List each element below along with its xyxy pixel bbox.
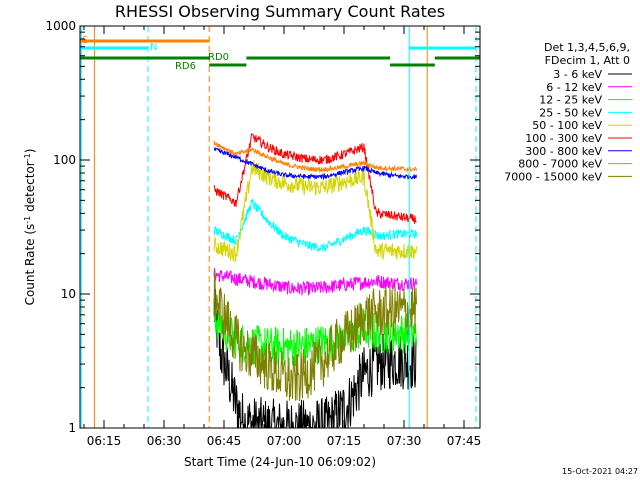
flag-label-s: S — [82, 35, 88, 46]
legend-entry-label: 12 - 25 keV — [539, 94, 602, 107]
x-tick-label: 06:30 — [147, 434, 182, 448]
legend-entry-label: 100 - 300 keV — [525, 132, 602, 145]
legend-entry-label: 3 - 6 keV — [553, 68, 602, 81]
legend-entry-label: 25 - 50 keV — [539, 106, 602, 119]
y-axis-label-mid: detector — [23, 161, 37, 216]
x-tick-label: 07:00 — [267, 434, 302, 448]
vertical-lines-layer — [80, 26, 477, 428]
y-axis-label-sup2: -1 — [23, 153, 32, 161]
series-line-6-to-12kev — [213, 268, 417, 296]
y-tick-label: 1 — [68, 421, 76, 435]
y-tick-label: 100 — [53, 153, 76, 167]
legend-entry-label: 50 - 100 keV — [532, 119, 602, 132]
plot-frame — [79, 25, 481, 429]
x-tick-label: 07:30 — [387, 434, 422, 448]
legend-entry-label: 7000 - 15000 keV — [504, 170, 602, 183]
series-line-100-to-300kev — [213, 133, 417, 224]
y-axis-label-end: ) — [23, 149, 37, 154]
legend-entry-label: 800 - 7000 keV — [518, 158, 602, 171]
series-line-800-to-7000kev — [213, 140, 417, 174]
x-tick-label: 06:45 — [207, 434, 242, 448]
series-line-7000-to-15000kev — [213, 270, 417, 401]
flag-label-n: N — [150, 42, 157, 53]
flag-label-rd6: RD6 — [175, 61, 196, 72]
y-tick-label: 10 — [61, 287, 76, 301]
chart-title: RHESSI Observing Summary Count Rates — [115, 2, 445, 21]
legend: Det 1,3,4,5,6,9, FDecim 1, Att 0 3 - 6 k… — [504, 41, 632, 183]
y-axis-label-main: Count Rate (s — [23, 224, 37, 306]
legend-entry-label: 6 - 12 keV — [546, 81, 602, 94]
legend-header-line2: FDecim 1, Att 0 — [545, 54, 630, 67]
x-tick-label: 06:15 — [87, 434, 122, 448]
y-axis-label: Count Rate (s-1 detector-1) — [23, 149, 38, 306]
timestamp: 15-Oct-2021 04:27 — [562, 467, 638, 476]
flag-bars-layer: S N RD0 RD6 — [80, 35, 480, 72]
series-line-50-to-100kev — [213, 160, 417, 263]
x-tick-label: 07:15 — [327, 434, 362, 448]
y-axis-label-sup1: -1 — [23, 216, 32, 224]
y-tick-label: 1000 — [45, 19, 76, 33]
x-axis-label: Start Time (24-Jun-10 06:09:02) — [184, 455, 376, 469]
flag-label-rd0: RD0 — [208, 52, 229, 63]
x-tick-label: 07:45 — [447, 434, 482, 448]
series-layer — [213, 133, 417, 429]
axes-layer: 06:15 06:30 06:45 07:00 07:15 07:30 07:45 1 10 10… — [45, 19, 481, 448]
series-line-300-to-800kev — [213, 147, 417, 181]
series-line-25-to-50kev — [213, 197, 417, 252]
legend-entry-label: 300 - 800 keV — [525, 145, 602, 158]
legend-header-line1: Det 1,3,4,5,6,9, — [544, 41, 630, 54]
